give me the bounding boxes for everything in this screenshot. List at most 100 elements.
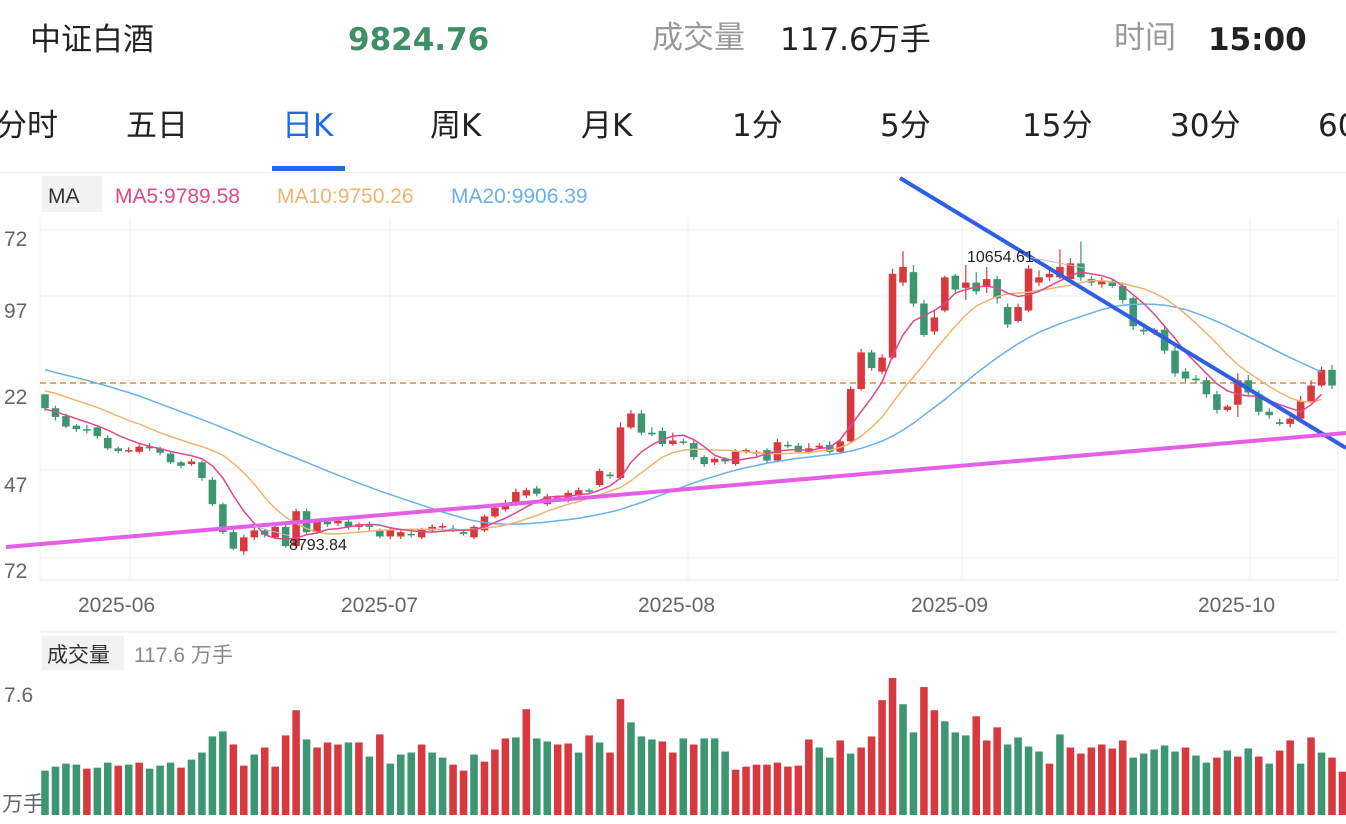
volume-bar [323,742,332,815]
y-axis: 72 97 22 47 72 [4,228,27,583]
volume-bar [920,687,928,815]
volume-bar [627,722,635,815]
volume-bar [648,739,656,815]
candle-body [219,504,227,533]
volume-bar [407,752,415,815]
candle-body [438,526,447,528]
candle [135,443,143,454]
volume-bar [1056,734,1064,815]
tab-five-day[interactable]: 五日 [126,108,188,144]
candle-body [637,413,646,433]
candle-body [407,533,415,536]
candle [51,405,60,421]
volume-bar [1328,757,1336,815]
tab-15min[interactable]: 15分 [1022,108,1093,144]
candle-body [480,516,489,531]
candle [784,441,792,449]
candle-body [1035,277,1043,283]
volume-bar [909,732,918,815]
time-label: 时间 [1114,20,1176,56]
volume-bar [669,752,677,815]
candle [104,435,112,451]
tab-daily-k[interactable]: 日K [282,108,334,144]
candle-body [982,279,991,287]
tab-intraday[interactable]: 分时 [0,108,58,144]
candle [1098,277,1106,288]
candle [700,455,708,467]
candle [396,529,405,540]
volume-bar [595,742,604,815]
candle [292,508,300,548]
candle [836,439,844,454]
volume-bar [1181,747,1190,815]
tab-30min[interactable]: 30分 [1170,108,1241,144]
candle-body [104,437,112,449]
candle [1014,303,1022,323]
tab-5min[interactable]: 5分 [880,108,931,144]
kline-chart[interactable]: MA MA5:9789.58 MA10:9750.26 MA20:9906.39… [0,170,1346,824]
candle-body [763,450,771,461]
volume-bar [742,766,750,815]
candle [637,409,646,436]
x-tick-label: 2025-09 [911,594,988,617]
candle-body [334,520,342,524]
candle [679,438,688,445]
candle-body [156,448,164,453]
candle-body [899,266,907,283]
volume-bar [438,757,447,815]
volume-y-unit: 万手 [2,793,44,816]
candle-body [522,490,531,496]
tab-1min[interactable]: 1分 [732,108,783,144]
candle [648,427,656,437]
candle-body [1139,329,1148,332]
time-value: 15:00 [1208,22,1307,58]
candle-body [1307,385,1315,402]
volume-bar [982,740,991,815]
x-tick-label: 2025-08 [638,594,715,617]
candle-body [627,413,635,428]
candle-body [836,441,844,452]
volume-bar [1254,756,1263,815]
volume-bar [888,678,897,815]
candle-body [679,441,688,443]
candle-body [784,444,792,447]
candle [1035,270,1043,287]
candle-body [1045,273,1054,278]
volume-bar [878,700,886,815]
candle [1066,258,1075,283]
candle-body [930,317,939,332]
low-annotation-leader [252,525,291,537]
volume-bar [951,732,960,815]
candle [951,273,960,294]
candle [1265,408,1273,419]
candle [1077,241,1085,281]
candle-body [1213,394,1221,410]
tab-monthly-k[interactable]: 月K [581,108,633,144]
candle [470,525,478,540]
volume-bar [240,765,248,815]
volume-bar [794,765,803,815]
volume-bar [1098,744,1106,815]
tab-60min[interactable]: 60 [1318,108,1346,144]
candle [585,488,593,494]
candle [962,265,970,301]
volume-bar [1317,752,1326,815]
candle-body [648,432,656,435]
candle-body [1129,298,1137,327]
candle-body [909,272,918,304]
tab-weekly-k[interactable]: 周K [430,108,482,144]
volume-bar [1087,747,1096,815]
candle-body [240,537,248,552]
index-name: 中证白酒 [30,22,154,58]
volume-bar [658,741,667,815]
volume-bar [177,767,185,815]
volume-bar [334,744,342,815]
candle-body [376,530,384,537]
volume-bar [564,743,572,815]
ma5-legend: MA5:9789.58 [115,185,240,208]
candle-body [533,488,541,494]
volume-bar [773,762,782,815]
candle [930,310,939,335]
candle-body [574,490,583,496]
candle [1024,265,1033,313]
